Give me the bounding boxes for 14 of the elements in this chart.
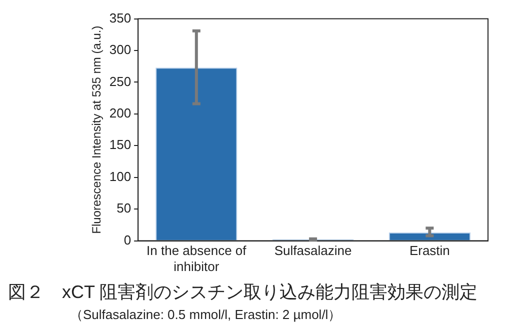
y-tick-label: 100	[109, 168, 132, 184]
y-axis-title: Fluorescence Intensity at 535 nm (a.u.)	[90, 26, 104, 234]
y-tick-label: 300	[109, 42, 132, 58]
y-tick-label: 200	[109, 106, 132, 121]
y-tick-label: 150	[109, 137, 132, 152]
x-tick-label: In the absence of inhibitor	[146, 243, 247, 274]
y-tick-label: 0	[124, 232, 132, 248]
y-tick-label: 250	[109, 74, 132, 89]
x-tick-label: Sulfasalazine	[274, 243, 352, 258]
y-tick-label: 350	[109, 10, 132, 26]
y-tick-label: 50	[116, 200, 132, 216]
text: （Sulfasalazine: 0.5 mmol/l, Erastin: 2 µmol/l）	[69, 306, 342, 324]
text: 図２ xCT 阻害剤のシスチン取り込み能力阻害効果の測定	[8, 281, 479, 304]
x-tick-label: Erastin	[409, 243, 450, 258]
